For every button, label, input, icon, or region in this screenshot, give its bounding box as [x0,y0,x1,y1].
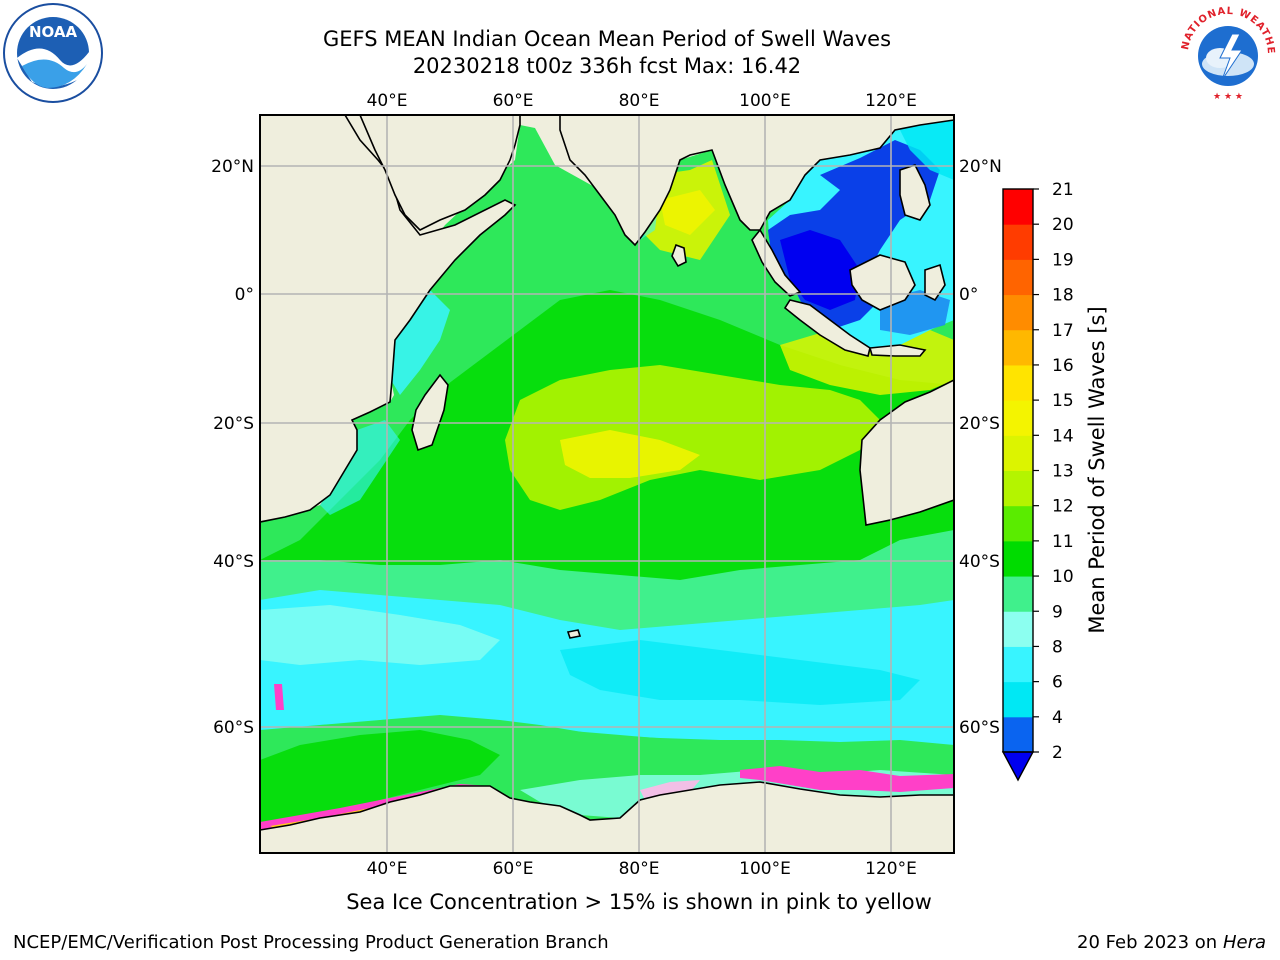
colorbar-segment [1003,646,1033,683]
lat-label-left: 60°S [213,718,254,738]
lon-label-bottom: 120°E [865,859,917,879]
malay-peninsula [751,228,802,297]
colorbar-tick-label: 15 [1052,391,1074,411]
sri-lanka [671,243,687,268]
lon-label-bottom: 100°E [739,859,791,879]
colorbar-tick-label: 20 [1052,215,1074,235]
lon-label-top: 100°E [739,91,791,111]
colorbar-tick-label: 17 [1052,321,1074,341]
colorbar-tick-label: 19 [1052,250,1074,270]
colorbar-under-arrow [1001,751,1035,782]
colorbar-segment [1003,540,1033,577]
svg-text:★ ★ ★: ★ ★ ★ [1213,92,1243,102]
colorbar-tick-label: 21 [1052,180,1074,200]
lat-label-right: 20°S [959,414,1000,434]
colorbar: 2 4 6 8 9 10 11 12 13 14 15 16 17 18 19 20 21 [1001,180,1074,782]
colorbar-tick-label: 4 [1052,708,1063,728]
lon-label-top: 60°E [493,91,534,111]
lon-label-bottom: 80°E [619,859,660,879]
graticule [260,115,954,853]
lon-label-bottom: 60°E [493,859,534,879]
colorbar-segment [1003,576,1033,612]
colorbar-tick-label: 10 [1052,567,1074,587]
colorbar-tick-label: 9 [1052,602,1063,622]
map-title-line2: 20230218 t00z 336h fcst Max: 16.42 [412,54,802,78]
lon-label-top: 40°E [367,91,408,111]
sea-ice-note: Sea Ice Concentration > 15% is shown in … [346,890,932,914]
footer-date-text: 20 Feb 2023 on [1077,932,1218,953]
sulawesi [924,263,946,302]
colorbar-segment [1003,189,1033,225]
map-title-line1: GEFS MEAN Indian Ocean Mean Period of Sw… [322,27,892,51]
colorbar-segment [1003,400,1033,436]
borneo [849,254,916,311]
colorbar-tick-label: 12 [1052,497,1074,517]
colorbar-segment [1003,435,1033,471]
colorbar-segment [1003,505,1033,542]
colorbar-segment [1003,329,1033,366]
colorbar-segment [1003,224,1033,260]
colorbar-tick-label: 6 [1052,673,1063,693]
arabian-peninsula [359,115,521,231]
colorbar-segment [1003,259,1033,296]
noaa-logo-text: NOAA [29,23,78,41]
antarctica [260,781,954,853]
colorbar-segment [1003,681,1033,718]
footer-system: Hera [1222,932,1266,953]
nws-logo: NATIONAL WEATHER SERVICE ★ ★ ★ [1176,2,1275,102]
lon-label-top: 80°E [619,91,660,111]
lat-label-right: 20°N [959,157,1002,177]
noaa-logo: NOAA [3,3,103,103]
colorbar-tick-label: 11 [1052,532,1074,552]
colorbar-tick-label: 18 [1052,286,1074,306]
colorbar-label: Mean Period of Swell Waves [s] [1085,306,1109,634]
lat-label-left: 20°S [213,414,254,434]
coastlines [260,115,954,853]
colorbar-tick-label: 16 [1052,356,1074,376]
colorbar-segment [1003,470,1033,507]
colorbar-tick-label: 2 [1052,743,1063,763]
colorbar-tick-label: 8 [1052,637,1063,657]
kerguelen-island [566,629,582,639]
lat-label-left: 20°N [211,157,254,177]
colorbar-tick-label: 13 [1052,462,1074,482]
lat-label-right: 0° [959,285,978,305]
footer-date: 20 Feb 2023 on Hera [1077,932,1266,953]
lat-label-left: 40°S [213,552,254,572]
colorbar-segment [1003,364,1033,401]
colorbar-segment [1003,294,1033,331]
footer-credit: NCEP/EMC/Verification Post Processing Pr… [13,932,609,953]
colorbar-segment [1003,611,1033,647]
lon-label-top: 120°E [865,91,917,111]
sumatra [783,299,871,357]
madagascar [411,373,449,452]
lat-label-right: 40°S [959,552,1000,572]
colorbar-tick-label: 14 [1052,426,1074,446]
lat-label-right: 60°S [959,718,1000,738]
australia [859,379,954,526]
philippines [899,164,931,221]
india-asia-landmass [559,115,954,247]
lon-label-bottom: 40°E [367,859,408,879]
java [868,344,927,357]
lat-label-left: 0° [235,285,254,305]
map-frame [259,114,955,854]
colorbar-segment [1003,716,1033,753]
